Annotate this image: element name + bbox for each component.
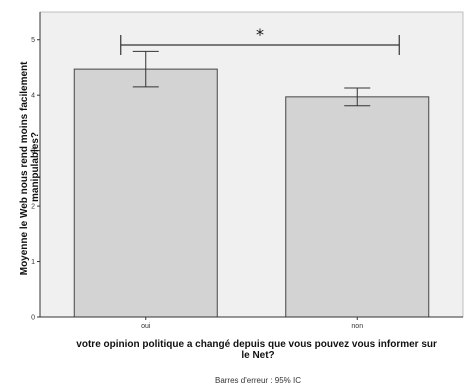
- y-tick-label-0: 0: [31, 315, 35, 322]
- y-axis-label-line-1: Moyenne le Web nous rend moins facilemen…: [19, 61, 30, 275]
- x-axis-label: votre opinion politique a changé depuis …: [76, 339, 439, 361]
- footnote: Barres d'erreur : 95% IC: [215, 376, 301, 385]
- y-tick-label-3: 3: [31, 148, 35, 155]
- significance-bracket: *: [120, 25, 400, 55]
- x-tick-label-oui: oui: [141, 323, 151, 330]
- bars: [73, 50, 430, 318]
- y-axis-label-line-2: manipulables?: [30, 132, 41, 202]
- x-axis: oui non: [40, 316, 463, 330]
- y-tick-label-2: 2: [31, 204, 35, 211]
- x-axis-label-line-2: le Net?: [241, 350, 274, 361]
- x-axis-label-line-1: votre opinion politique a changé depuis …: [76, 339, 437, 350]
- y-tick-label-1: 1: [31, 259, 35, 266]
- y-axis-label: Moyenne le Web nous rend moins facilemen…: [19, 59, 41, 276]
- x-tick-label-non: non: [351, 323, 363, 330]
- significance-marker: *: [256, 25, 264, 44]
- y-axis: 0 1 2 3 4 5: [31, 12, 41, 322]
- y-tick-label-5: 5: [31, 37, 35, 44]
- y-tick-label-4: 4: [31, 93, 35, 100]
- bar-non: [285, 96, 430, 318]
- bar-oui: [73, 68, 218, 318]
